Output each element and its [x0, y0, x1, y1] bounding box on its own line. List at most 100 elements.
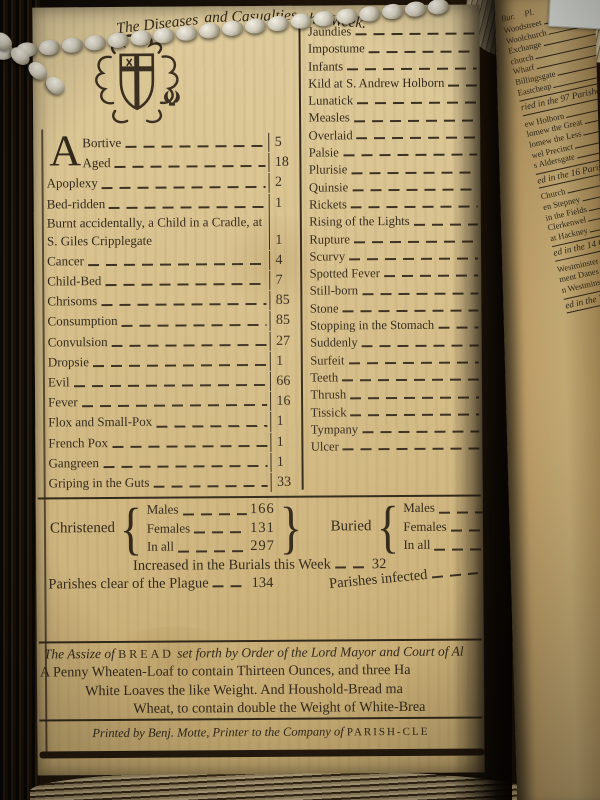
summary-row: Females 131 [147, 518, 275, 537]
bead [175, 24, 198, 42]
leader-dashes [178, 549, 248, 553]
leader-dashes [413, 223, 478, 226]
summary-row-label: In all [403, 536, 431, 552]
disease-row: Bed-ridden 1 [47, 192, 301, 214]
leader-dashes [81, 404, 268, 408]
summary-row: Males 258 [403, 498, 485, 517]
leader-dashes [368, 50, 477, 53]
disease-label: Griping in the Guts [48, 474, 150, 491]
disease-row: Ulcer [311, 438, 483, 456]
disease-label: Teeth [310, 370, 339, 385]
disease-count: 2 [268, 173, 301, 193]
disease-count: 1 [269, 193, 301, 213]
disease-count: 1 [269, 212, 301, 250]
disease-label: Thrush [310, 387, 347, 402]
disease-row: Fever 16 [48, 391, 302, 413]
disease-row: Suddenly [310, 334, 482, 352]
bead [427, 0, 450, 16]
disease-label: Measles [308, 110, 350, 126]
bead [358, 5, 381, 23]
leader-dashes [349, 257, 479, 261]
bill-of-mortality-page: The Diseases and Casualties this Week. A [32, 4, 485, 776]
disease-label: Convulsion [47, 333, 108, 350]
disease-row: Flox and Small-Pox 1 [48, 411, 302, 433]
disease-row: Child-Bed 7 [47, 270, 301, 292]
disease-label: Suddenly [310, 335, 358, 350]
disease-row: Griping in the Guts 33 [49, 472, 303, 494]
assize-text: The Assize of [43, 645, 119, 662]
leader-dashes [92, 363, 268, 368]
leader-dashes [448, 84, 477, 87]
disease-row: Dropsie 1 [48, 351, 302, 373]
leader-dashes [101, 185, 266, 189]
disease-count: 18 [268, 152, 300, 173]
disease-label: French Pox [48, 434, 109, 451]
disease-row: French Pox 1 [48, 431, 302, 453]
assize-of-bread-section: The Assize of Bread set forth by Order o… [37, 638, 485, 719]
disease-row: Rupture [309, 230, 481, 248]
disease-count: 85 [269, 311, 301, 331]
summary-row: Females 225 [403, 517, 485, 536]
parishes-clear-value: 134 [251, 574, 274, 591]
bead [198, 22, 221, 40]
summary-row-label: Females [146, 519, 191, 536]
disease-column-right: Jaundies Impostume Infants Kild at S. An… [298, 22, 483, 490]
disease-row: Palsie [309, 144, 481, 162]
summary-section: Christened { Males 166 Females 131 In al… [36, 493, 485, 596]
disease-count: 1 [270, 351, 302, 371]
disease-row: Bortive 5 [82, 132, 300, 154]
disease-row: Consumption 85 [47, 310, 301, 332]
leader-dashes [111, 444, 268, 448]
leader-dashes [182, 512, 247, 516]
leader-dashes [352, 188, 478, 192]
leader-dashes [73, 384, 268, 388]
disease-row: Lunatick [308, 92, 480, 110]
buried-rows: Males 258 Females 225 In all 483 [403, 498, 485, 554]
column-header: Bur. [499, 10, 516, 24]
disease-row: Still-born [310, 282, 482, 300]
bottom-border-rule [39, 748, 485, 759]
open-brace: { [119, 495, 143, 561]
open-brace: { [376, 493, 399, 559]
summary-row: Males 166 [147, 500, 275, 519]
disease-label: Quinsie [308, 180, 349, 195]
summary-row-label: Females [403, 518, 447, 534]
disease-row: Jaundies [308, 22, 480, 40]
bead [152, 26, 176, 45]
disease-row: Tissick [311, 403, 483, 421]
disease-row: Teeth [310, 368, 482, 386]
leader-dashes [434, 547, 485, 551]
summary-row-label: Males [403, 499, 436, 515]
leader-dashes [347, 67, 477, 71]
parish-burials-content: Bur. Pl. Woodstreet 1 Woolchurch 3 Excha… [500, 0, 600, 314]
leader-dashes [156, 424, 268, 428]
bead [106, 31, 130, 49]
disease-row: Chrisoms 85 [47, 290, 301, 312]
imprint-section: Printed by Benj. Motte, Printer to the C… [37, 716, 484, 741]
leader-dashes [450, 529, 485, 532]
bead [83, 34, 107, 52]
disease-row: Rising of the Lights [309, 213, 481, 231]
disease-row: Impostume [308, 40, 480, 58]
disease-row: Convulsion 27 [48, 330, 302, 352]
disease-count: 1 [270, 452, 302, 472]
bead [266, 14, 290, 33]
heraldic-crest-icon [95, 34, 180, 124]
disease-count: 33 [270, 472, 303, 493]
disease-table: Bortive 5 Aged 18 Apoplexy 2 Bed-ridden … [45, 22, 483, 494]
disease-label: Overlaid [308, 128, 353, 143]
bead [61, 36, 84, 54]
disease-label: Apoplexy [46, 175, 98, 191]
disease-label: Chrisoms [47, 293, 98, 309]
leader-dashes [87, 262, 267, 267]
leader-dashes [103, 464, 268, 469]
column-header: Pl. [523, 6, 535, 19]
disease-row: Overlaid [309, 126, 481, 144]
imprint-text: Printed by Benj. Motte, Printer to the C… [92, 724, 347, 741]
bead [335, 7, 359, 25]
disease-row: Thrush [310, 386, 482, 404]
leader-dashes [342, 378, 479, 382]
buried-label: Buried [330, 518, 372, 535]
assize-text: set forth by Order of the Lord Mayor and… [173, 643, 464, 661]
disease-label: Stopping in the Stomach [309, 317, 435, 333]
